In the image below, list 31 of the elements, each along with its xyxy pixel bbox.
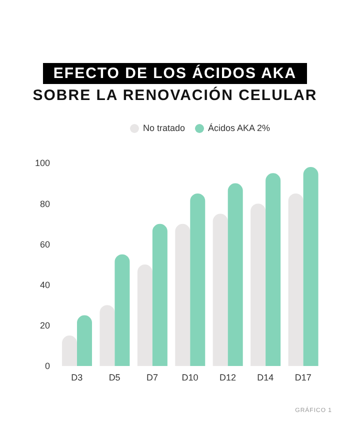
bar — [190, 193, 206, 366]
y-tick-label: 60 — [40, 239, 50, 250]
bar — [100, 305, 115, 366]
chart-title: EFECTO DE LOS ÁCIDOS AKA — [43, 63, 307, 84]
y-tick-label: 80 — [40, 198, 50, 209]
bar — [288, 193, 304, 366]
legend-label: No tratado — [142, 123, 185, 133]
x-tick-label: D10 — [182, 372, 198, 382]
bar — [303, 167, 318, 366]
x-tick-label: D5 — [108, 372, 120, 382]
x-tick-label: D3 — [71, 372, 83, 382]
bar — [62, 336, 77, 366]
bar — [228, 183, 243, 366]
bar — [137, 264, 152, 366]
x-tick-label: D7 — [146, 372, 158, 382]
legend-label: Ácidos AKA 2% — [208, 123, 270, 133]
bar — [266, 173, 281, 366]
x-tick-label: D14 — [257, 372, 274, 382]
y-tick-label: 0 — [44, 361, 50, 372]
bar — [152, 224, 168, 366]
y-tick-label: 40 — [40, 280, 50, 290]
y-tick-label: 20 — [40, 320, 50, 331]
y-tick-label: 100 — [34, 158, 50, 168]
bar — [114, 254, 130, 366]
bar — [212, 214, 228, 366]
x-tick-label: D17 — [294, 372, 312, 382]
bar — [175, 224, 190, 366]
chart-subtitle: SOBRE LA RENOVACIÓN CELULAR — [32, 87, 318, 104]
bar — [250, 204, 266, 366]
bar — [77, 315, 92, 366]
x-tick-label: D12 — [219, 372, 236, 382]
